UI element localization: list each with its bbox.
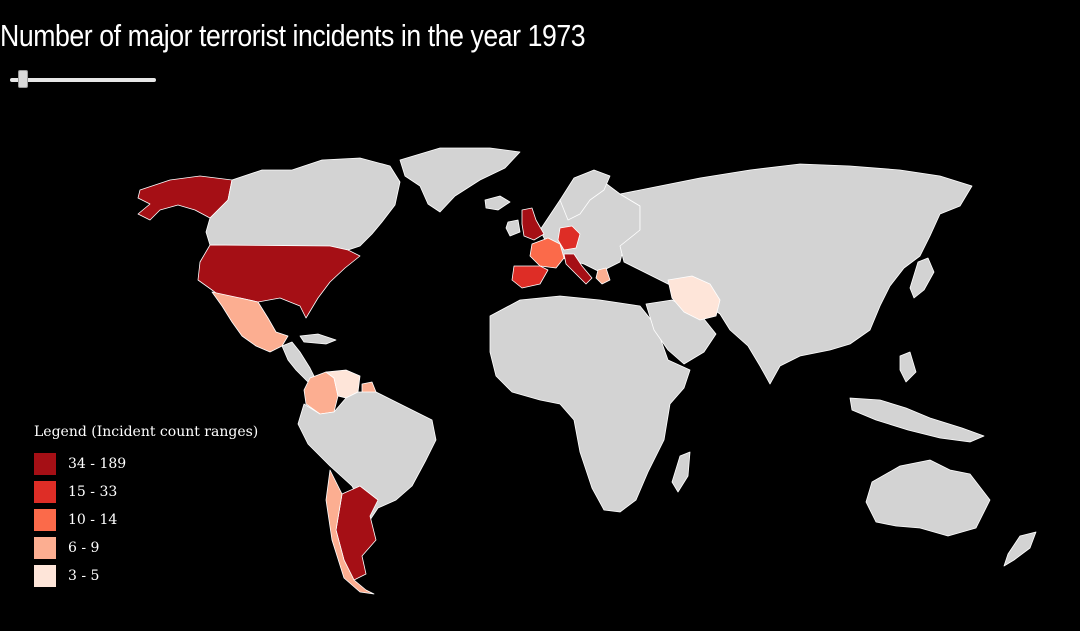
country-greece[interactable] xyxy=(595,267,611,285)
country-united-kingdom[interactable] xyxy=(521,207,545,241)
country-iran[interactable] xyxy=(667,275,721,321)
country-west-germany[interactable] xyxy=(557,225,581,251)
region-asia[interactable] xyxy=(619,163,973,385)
legend-label: 3 - 5 xyxy=(68,568,100,584)
legend-item: 34 - 189 xyxy=(34,450,258,478)
legend-label: 10 - 14 xyxy=(68,512,118,528)
country-australia[interactable] xyxy=(865,459,991,537)
legend-swatch xyxy=(34,481,56,503)
page-title: Number of major terrorist incidents in t… xyxy=(0,18,586,53)
year-slider[interactable] xyxy=(10,70,156,90)
legend-title: Legend (Incident count ranges) xyxy=(34,424,259,440)
country-alaska[interactable] xyxy=(137,175,233,221)
country-united-states[interactable] xyxy=(197,244,361,319)
legend-item: 6 - 9 xyxy=(34,534,258,562)
country-spain[interactable] xyxy=(511,265,549,289)
legend-swatch xyxy=(34,509,56,531)
country-japan[interactable] xyxy=(909,257,935,299)
country-new-zealand[interactable] xyxy=(1003,531,1037,567)
country-france[interactable] xyxy=(529,237,565,269)
legend-label: 6 - 9 xyxy=(68,540,100,556)
country-mexico[interactable] xyxy=(211,291,289,353)
country-cuba[interactable] xyxy=(299,333,337,345)
legend-swatch xyxy=(34,537,56,559)
legend-item: 3 - 5 xyxy=(34,562,258,590)
country-philippines[interactable] xyxy=(899,351,917,383)
region-africa[interactable] xyxy=(489,295,691,513)
country-ireland[interactable] xyxy=(505,219,521,237)
country-canada[interactable] xyxy=(205,157,401,251)
legend-item: 10 - 14 xyxy=(34,506,258,534)
country-italy[interactable] xyxy=(563,253,593,285)
legend-label: 15 - 33 xyxy=(68,484,118,500)
region-central-america[interactable] xyxy=(281,341,317,383)
country-madagascar[interactable] xyxy=(671,451,691,493)
region-south-america[interactable] xyxy=(297,391,437,521)
slider-track[interactable] xyxy=(10,78,156,82)
legend-swatch xyxy=(34,565,56,587)
region-scandinavia[interactable] xyxy=(559,169,611,221)
legend-label: 34 - 189 xyxy=(68,456,127,472)
legend: Legend (Incident count ranges) 34 - 189 1… xyxy=(34,424,258,590)
slider-thumb[interactable] xyxy=(18,70,29,88)
country-iceland[interactable] xyxy=(484,195,511,211)
legend-item: 15 - 33 xyxy=(34,478,258,506)
country-chile[interactable] xyxy=(325,469,375,595)
region-southeast-asia-islands[interactable] xyxy=(849,397,985,443)
legend-swatch xyxy=(34,453,56,475)
country-greenland[interactable] xyxy=(399,147,521,213)
